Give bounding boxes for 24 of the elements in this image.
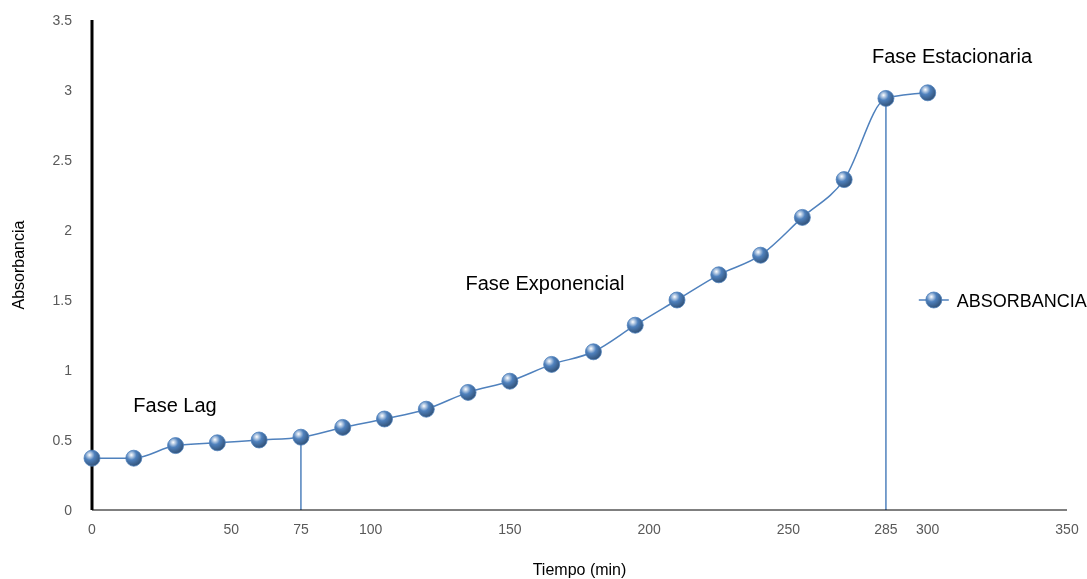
annotation: Fase Lag bbox=[133, 394, 217, 416]
y-tick-label: 3 bbox=[64, 82, 73, 98]
x-tick-label: 250 bbox=[776, 521, 801, 537]
y-axis-title: Absorbancia bbox=[10, 220, 27, 310]
y-tick-label: 1 bbox=[64, 362, 73, 378]
x-tick-label: 300 bbox=[916, 521, 940, 537]
legend-label: ABSORBANCIA bbox=[956, 291, 1087, 311]
y-tick-label: 2 bbox=[64, 222, 73, 238]
x-tick-label: 75 bbox=[293, 521, 309, 537]
x-tick-label: 200 bbox=[637, 521, 662, 537]
x-tick-label: 50 bbox=[223, 521, 240, 537]
annotation: Fase Exponencial bbox=[465, 272, 625, 294]
y-tick-label: 0.5 bbox=[52, 432, 73, 448]
x-tick-label: 0 bbox=[88, 521, 97, 537]
y-tick-label: 3.5 bbox=[52, 12, 73, 28]
x-tick-label: 150 bbox=[498, 521, 522, 537]
x-tick-label: 285 bbox=[874, 521, 898, 537]
x-axis-title: Tiempo (min) bbox=[532, 561, 627, 578]
y-tick-label: 1.5 bbox=[52, 292, 73, 308]
y-tick-label: 0 bbox=[64, 502, 73, 518]
x-tick-label: 100 bbox=[358, 521, 383, 537]
annotation: Fase Estacionaria bbox=[871, 45, 1033, 67]
x-tick-label: 350 bbox=[1055, 521, 1079, 537]
y-tick-label: 2.5 bbox=[52, 152, 73, 168]
